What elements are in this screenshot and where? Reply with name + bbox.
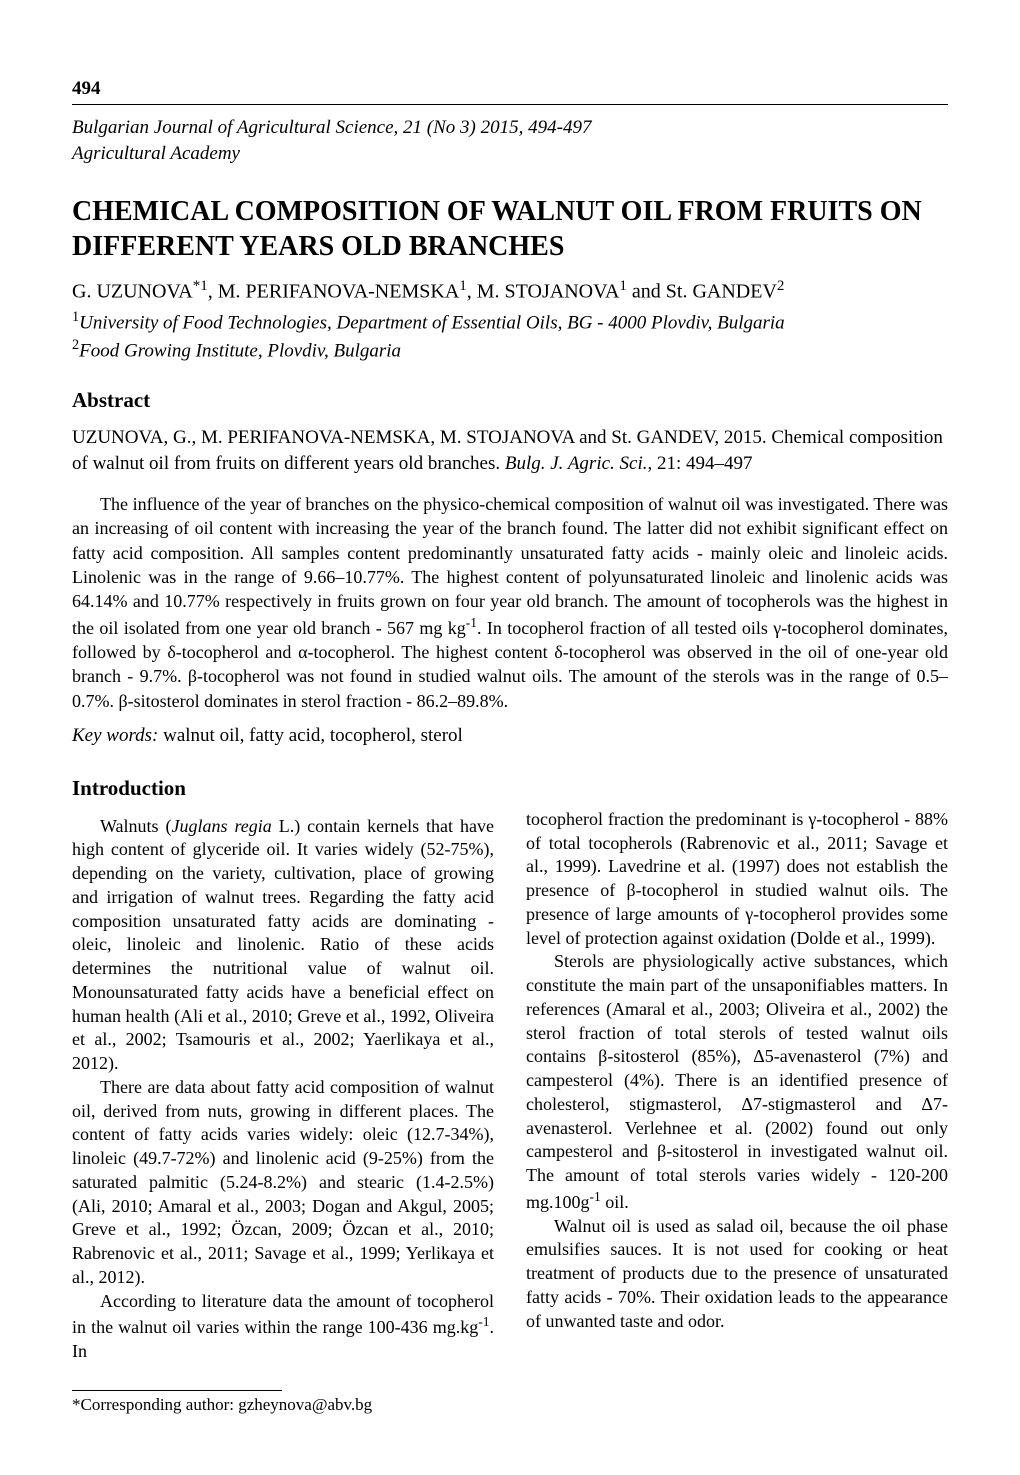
corresponding-author-footnote: *Corresponding author: gzheynova@abv.bg	[72, 1395, 948, 1415]
journal-line-2: Agricultural Academy	[72, 141, 948, 167]
footnote-rule	[72, 1390, 282, 1391]
column-spacer	[526, 775, 948, 808]
article-title: CHEMICAL COMPOSITION OF WALNUT OIL FROM …	[72, 194, 948, 264]
affiliation-1: 1University of Food Technologies, Depart…	[72, 308, 948, 336]
abstract-body: The influence of the year of branches on…	[72, 492, 948, 713]
left-paragraph-3: According to literature data the amount …	[72, 1290, 494, 1364]
journal-meta: Bulgarian Journal of Agricultural Scienc…	[72, 115, 948, 166]
authors: G. UZUNOVA*1, M. PERIFANOVA-NEMSKA1, M. …	[72, 278, 948, 304]
keywords: Key words: walnut oil, fatty acid, tocop…	[72, 725, 948, 747]
left-paragraph-1: Walnuts (Juglans regia L.) contain kerne…	[72, 815, 494, 1076]
self-citation: UZUNOVA, G., M. PERIFANOVA-NEMSKA, M. ST…	[72, 425, 948, 476]
keywords-label: Key words:	[72, 725, 158, 746]
keywords-value: walnut oil, fatty acid, tocopherol, ster…	[158, 725, 462, 746]
right-paragraph-2: Sterols are physiologically active subst…	[526, 950, 948, 1214]
right-paragraph-3: Walnut oil is used as salad oil, because…	[526, 1215, 948, 1334]
affiliation-2: 2Food Growing Institute, Plovdiv, Bulgar…	[72, 336, 948, 364]
page: 494 Bulgarian Journal of Agricultural Sc…	[0, 0, 1020, 1475]
right-paragraph-1: tocopherol fraction the predominant is γ…	[526, 808, 948, 951]
left-paragraph-2: There are data about fatty acid composit…	[72, 1076, 494, 1290]
introduction-heading: Introduction	[72, 775, 494, 803]
top-rule	[72, 104, 948, 105]
right-column: tocopherol fraction the predominant is γ…	[526, 775, 948, 1364]
left-column: Introduction Walnuts (Juglans regia L.) …	[72, 775, 494, 1364]
journal-line-1: Bulgarian Journal of Agricultural Scienc…	[72, 115, 948, 141]
body-columns: Introduction Walnuts (Juglans regia L.) …	[72, 775, 948, 1364]
page-number: 494	[72, 78, 948, 100]
abstract-heading: Abstract	[72, 388, 948, 413]
